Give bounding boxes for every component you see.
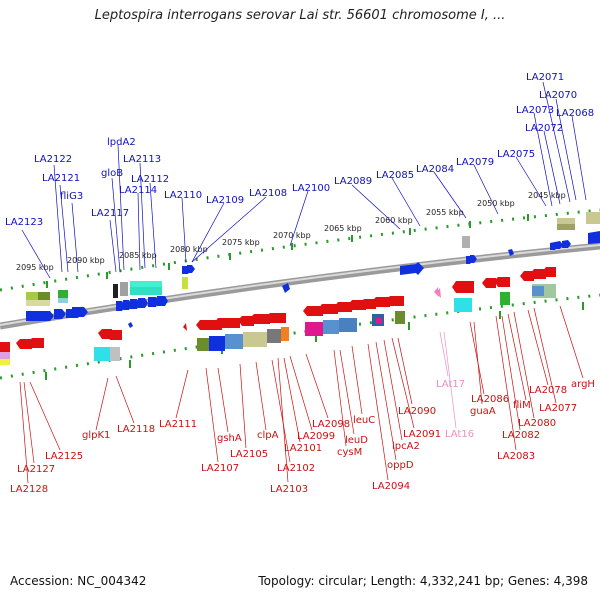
kbp-label: 2090 kbp xyxy=(67,256,105,265)
kbp-label: 2045 kbp xyxy=(528,191,566,200)
gene-label: cysM xyxy=(337,447,362,458)
accession-text: Accession: NC_004342 xyxy=(10,574,147,588)
gene-label: LA2105 xyxy=(230,449,268,460)
gene-label: LA2080 xyxy=(518,418,556,429)
kbp-label: 2070 kbp xyxy=(273,231,311,240)
gene-label: LA2109 xyxy=(206,195,244,206)
gene-label: LA2100 xyxy=(292,183,330,194)
gene-label: LA2103 xyxy=(270,484,308,495)
gene-label: LA2077 xyxy=(539,403,577,414)
gene-label: lpdA2 xyxy=(107,137,136,148)
gene-label: LA2107 xyxy=(201,463,239,474)
gene-label: leuD xyxy=(345,435,368,446)
gene-label: LA2102 xyxy=(277,463,315,474)
gene-label: LA2068 xyxy=(556,108,594,119)
gene-label: glpK1 xyxy=(82,430,110,441)
gene-label: LA2070 xyxy=(539,90,577,101)
gene-label: LA2078 xyxy=(529,385,567,396)
gene-label: clpA xyxy=(257,430,279,441)
gene-label: guaA xyxy=(470,406,496,417)
kbp-label: 2050 kbp xyxy=(477,199,515,208)
gene-label: LA2099 xyxy=(297,431,335,442)
cog-blocks-upper xyxy=(26,212,600,306)
gene-label: LA2071 xyxy=(526,72,564,83)
gene-label: LA2075 xyxy=(497,149,535,160)
cog-blocks-lower xyxy=(0,284,556,365)
gene-label: LA2090 xyxy=(398,406,436,417)
gene-label: fliG3 xyxy=(60,191,83,202)
gene-label: LA2108 xyxy=(249,188,287,199)
gene-label: LA2125 xyxy=(45,451,83,462)
gene-label: LA2082 xyxy=(502,430,540,441)
gene-label: LA2118 xyxy=(117,424,155,435)
upper-connectors xyxy=(21,81,587,279)
gene-label-trna: LAt16 xyxy=(445,429,474,440)
gene-label: LA2127 xyxy=(17,464,55,475)
gene-label: LA2113 xyxy=(123,154,161,165)
kbp-label: 2085 kbp xyxy=(119,251,157,260)
gene-label: LA2084 xyxy=(416,164,454,175)
gene-label: LA2121 xyxy=(42,173,80,184)
gene-label: LA2117 xyxy=(91,208,129,219)
gene-label: LA2101 xyxy=(284,443,322,454)
gene-label: LA2091 xyxy=(403,429,441,440)
kbp-label: 2065 kbp xyxy=(324,224,362,233)
gene-label: LA2085 xyxy=(376,170,414,181)
lower-gene-labels: LA2128 LA2127 LA2125 glpK1 LA2118 LA2111… xyxy=(10,379,595,495)
kbp-label: 2080 kbp xyxy=(170,245,208,254)
gene-label: LA2123 xyxy=(5,217,43,228)
gene-label: LA2089 xyxy=(334,176,372,187)
gene-label: LA2122 xyxy=(34,154,72,165)
gene-label: argH xyxy=(571,379,595,390)
gene-label: LA2072 xyxy=(525,123,563,134)
kbp-labels: 2095 kbp 2090 kbp 2085 kbp 2080 kbp 2075… xyxy=(16,191,566,272)
reverse-strand-genes xyxy=(0,267,556,352)
gene-label: fliM xyxy=(513,400,531,411)
gene-label: oppD xyxy=(387,460,414,471)
kbp-label: 2095 kbp xyxy=(16,263,54,272)
gene-label: LA2112 xyxy=(131,174,169,185)
gene-label: LA2079 xyxy=(456,157,494,168)
gene-label: leuC xyxy=(353,415,375,426)
forward-strand-genes xyxy=(26,231,600,328)
genome-info-text: Topology: circular; Length: 4,332,241 bp… xyxy=(258,574,588,588)
genome-title: Leptospira interrogans serovar Lai str. … xyxy=(94,8,506,23)
trna-connectors xyxy=(439,331,457,429)
gene-label: LA2094 xyxy=(372,481,410,492)
gene-label: gloB xyxy=(101,168,123,179)
gene-label-trna: LAt17 xyxy=(436,379,465,390)
gene-label: lpcA2 xyxy=(392,441,420,452)
trna-genes xyxy=(434,287,441,298)
kbp-major-ticks xyxy=(45,214,584,380)
gene-label: gshA xyxy=(217,433,242,444)
kbp-label: 2055 kbp xyxy=(426,208,464,217)
gene-label: LA2128 xyxy=(10,484,48,495)
gene-label: LA2083 xyxy=(497,451,535,462)
gene-label: LA2114 xyxy=(119,185,157,196)
lower-connectors xyxy=(19,305,584,484)
gene-label: LA2111 xyxy=(159,419,197,430)
upper-gene-labels: LA2123 LA2122 LA2121 fliG3 LA2117 lpdA2 … xyxy=(5,72,594,228)
gene-label: LA2086 xyxy=(471,394,509,405)
kbp-label: 2075 kbp xyxy=(222,238,260,247)
gene-label: LA2098 xyxy=(312,419,350,430)
gene-label: LA2073 xyxy=(516,105,554,116)
gene-label: LA2110 xyxy=(164,190,202,201)
kbp-label: 2060 kbp xyxy=(375,216,413,225)
